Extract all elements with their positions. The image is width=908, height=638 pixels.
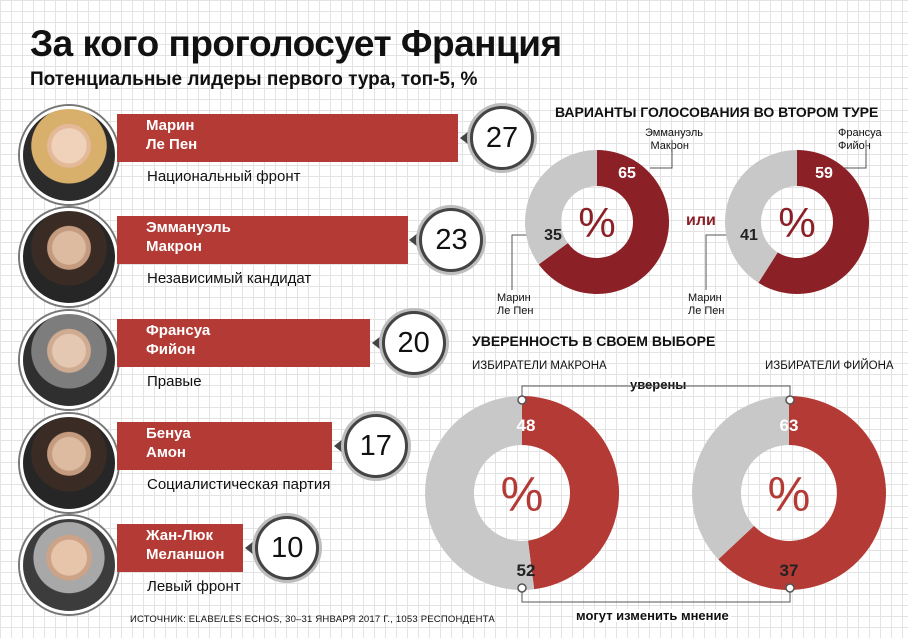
value-bubble (381, 311, 446, 375)
candidate-photo (20, 414, 118, 512)
leader-value: 23 (435, 224, 468, 256)
label-lepen-1: Марин Ле Пен (497, 292, 534, 317)
leader-bar (117, 524, 244, 572)
leader-bar (117, 422, 332, 470)
candidate-party: Независимый кандидат (147, 270, 312, 287)
candidate-party: Правые (147, 373, 202, 390)
candidate-party: Левый фронт (147, 578, 241, 595)
leader-bar (117, 114, 458, 162)
fillon-voters-label: ИЗБИРАТЕЛИ ФИЙОНА (765, 360, 894, 372)
legend-connector (521, 588, 791, 603)
candidate-photo (20, 106, 118, 204)
donut-value-main: 59 (815, 165, 833, 182)
donut-slice-rest (692, 396, 789, 560)
candidate-name: Бенуа Амон (146, 425, 191, 461)
macron-voters-label: ИЗБИРАТЕЛИ МАКРОНА (472, 360, 607, 372)
value-bubble (470, 106, 534, 170)
donut-slice-rest (425, 396, 535, 590)
connector-dot (517, 395, 527, 405)
candidate-photo (20, 311, 118, 409)
leader-value: 10 (271, 532, 304, 564)
candidate-party: Национальный фронт (147, 168, 301, 185)
leader-value: 27 (485, 122, 519, 154)
leader-row: Франсуа Фийон Правые 20 (0, 311, 480, 415)
candidate-party: Социалистическая партия (147, 476, 331, 493)
donut-slice-rest (524, 150, 597, 265)
donut-slice-main (538, 150, 669, 294)
leader-row: Марин Ле Пен Национальный фронт 27 (0, 106, 534, 210)
leader-line (705, 234, 733, 290)
donut-center-label: % (501, 468, 544, 521)
leader-bar (117, 216, 408, 264)
confidence-title: УВЕРЕННОСТЬ В СВОЕМ ВЫБОРЕ (472, 333, 716, 349)
donut-slice-main (758, 150, 870, 294)
source-note: ИСТОЧНИК: ELABE/LES ECHOS, 30–31 ЯНВАРЯ … (130, 614, 495, 625)
connector-dot (785, 395, 795, 405)
donut-value-main: 48 (517, 416, 536, 435)
donut-value-rest: 41 (740, 227, 758, 244)
label-macron-1: Эммануэль Макрон (645, 127, 703, 152)
label-fillon-1: Франсуа Фийон (838, 127, 882, 152)
candidate-name: Эммануэль Макрон (146, 219, 231, 255)
donut-value-rest: 35 (544, 227, 562, 244)
leader-line (650, 140, 673, 169)
candidate-name: Франсуа Фийон (146, 322, 211, 358)
or-label: или (686, 212, 716, 229)
label-lepen-2: Марин Ле Пен (688, 292, 725, 317)
candidate-name: Жан-Люк Меланшон (146, 527, 225, 563)
leader-value: 20 (397, 327, 430, 359)
candidate-photo (20, 208, 118, 306)
leader-row: Эммануэль Макрон Независимый кандидат 23 (0, 208, 484, 312)
donut-value-rest: 52 (517, 561, 536, 580)
candidate-photo (20, 516, 118, 614)
candidate-name: Марин Ле Пен (146, 117, 198, 153)
may-change-legend: могут изменить мнение (574, 608, 731, 623)
donut-center-label: % (778, 199, 815, 246)
donut-slice-rest (725, 150, 797, 283)
connector-dot (785, 583, 795, 593)
donut-slice-main (718, 396, 887, 591)
second-round-title: ВАРИАНТЫ ГОЛОСОВАНИЯ ВО ВТОРОМ ТУРЕ (555, 104, 879, 120)
leader-row: Жан-Люк Меланшон Левый фронт 10 (0, 516, 480, 620)
leader-row: Бенуа Амон Социалистическая партия 17 (0, 414, 480, 518)
value-bubble (255, 516, 320, 580)
donut-center-label: % (768, 468, 811, 521)
donut-center-label: % (578, 199, 615, 246)
connector-dot (517, 583, 527, 593)
legend-connector (521, 385, 791, 400)
leader-bar (117, 319, 370, 367)
donut-slice-main (522, 396, 620, 590)
page-title: За кого проголосует Франция (30, 23, 562, 64)
sure-legend: уверены (628, 377, 689, 392)
leader-value: 17 (359, 430, 392, 462)
page-subtitle: Потенциальные лидеры первого тура, топ-5… (30, 69, 478, 90)
donut-value-rest: 37 (780, 561, 799, 580)
value-bubble (419, 208, 484, 272)
donut-value-main: 63 (780, 416, 799, 435)
value-bubble (343, 414, 408, 478)
leader-line (844, 140, 867, 169)
donut-value-main: 65 (618, 165, 636, 182)
